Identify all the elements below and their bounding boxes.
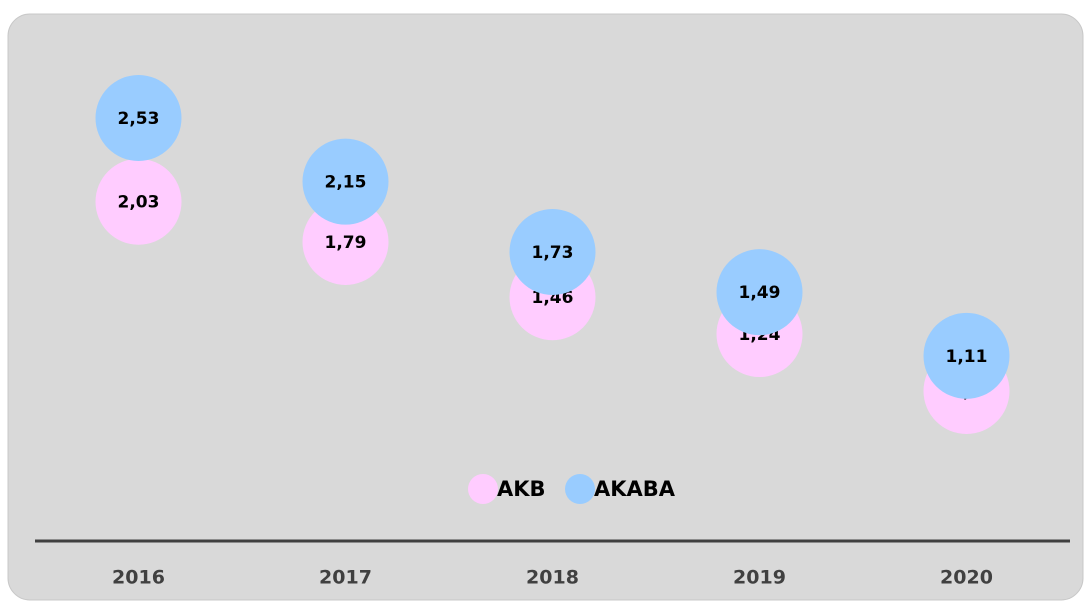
legend-label: AKABA <box>594 477 676 501</box>
legend-swatch <box>565 474 595 504</box>
data-label: 2,53 <box>118 109 160 129</box>
data-label: 1,11 <box>946 347 988 367</box>
data-label: 1,73 <box>532 243 574 263</box>
x-tick-label: 2016 <box>112 567 165 589</box>
legend-swatch <box>468 474 498 504</box>
data-label: 1,49 <box>739 283 781 303</box>
x-tick-label: 2020 <box>940 567 993 589</box>
x-tick-label: 2017 <box>319 567 372 589</box>
data-label: 2,15 <box>325 173 367 193</box>
dot <box>923 312 1010 399</box>
dot <box>95 158 182 245</box>
x-tick-label: 2018 <box>526 567 579 589</box>
dot <box>509 208 596 295</box>
legend-label: AKB <box>497 477 546 501</box>
dot <box>95 75 182 161</box>
dot <box>302 138 389 225</box>
data-label: 1,79 <box>325 233 367 253</box>
data-label: 2,03 <box>118 193 160 213</box>
dot <box>716 249 803 336</box>
x-tick-label: 2019 <box>733 567 786 589</box>
dot <box>302 198 389 285</box>
